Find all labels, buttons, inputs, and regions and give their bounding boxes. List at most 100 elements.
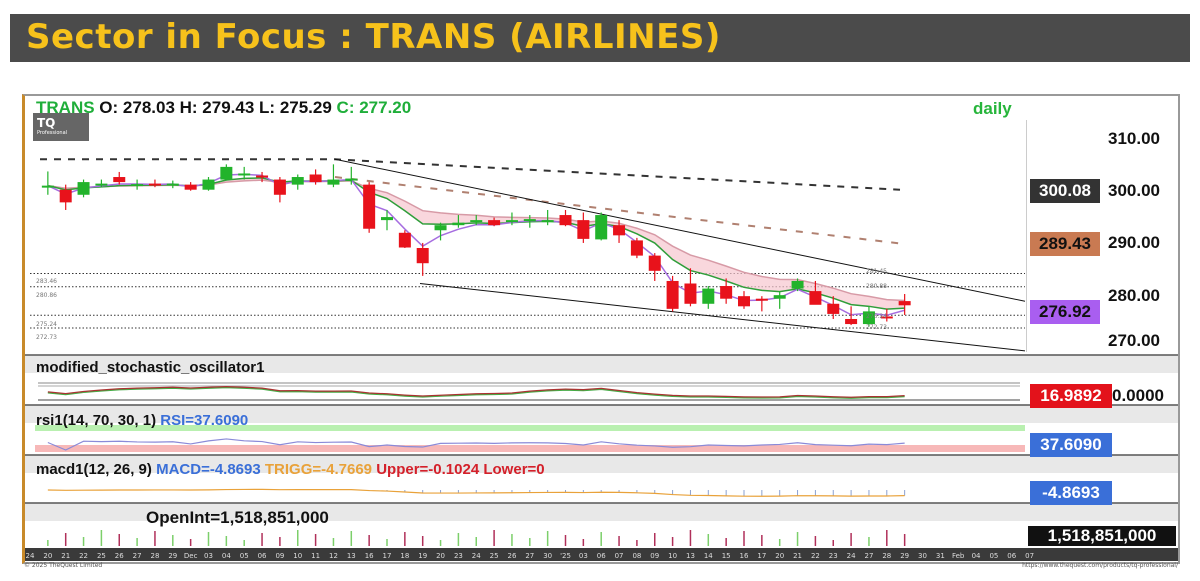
rsi-tag: 37.6090: [1030, 433, 1112, 457]
candle-body: [773, 295, 786, 299]
stoch-axis: 0.0000: [1112, 386, 1164, 405]
stoch-tag: 16.9892: [1030, 384, 1112, 408]
candle-body: [488, 220, 501, 226]
logo-text: TQ: [37, 116, 56, 130]
x-tick-label: 03: [579, 552, 588, 560]
x-tick-label: 24: [26, 552, 35, 560]
candle-body: [309, 174, 322, 183]
candle-body: [59, 189, 72, 203]
candle-body: [577, 220, 590, 239]
x-tick-label: 10: [668, 552, 677, 560]
y-tick: 280.00: [1108, 286, 1160, 305]
price-tag-dark: 300.08: [1030, 179, 1100, 203]
symbol: TRANS: [36, 98, 95, 117]
x-tick-label: 09: [275, 552, 284, 560]
footer-url[interactable]: https://www.thequest.com/products/tq-pro…: [1022, 562, 1178, 569]
candle-body: [113, 177, 126, 183]
x-tick-label: 07: [1025, 552, 1034, 560]
x-tick-label: 11: [311, 552, 320, 560]
x-tick-label: 18: [400, 552, 409, 560]
candle-body: [166, 183, 179, 186]
x-tick-label: 25: [490, 552, 499, 560]
candle-body: [470, 220, 483, 223]
x-tick-label: 20: [775, 552, 784, 560]
rsi-line: [47, 438, 905, 451]
y-tick: 310.00: [1108, 129, 1160, 148]
low-value: L: 275.29: [259, 98, 332, 117]
level-label: 272.73: [36, 334, 57, 341]
candle-body: [702, 288, 715, 304]
price-tag-brown: 289.43: [1030, 232, 1100, 256]
interval-label[interactable]: daily: [973, 99, 1012, 118]
level-label-right: 281.45: [866, 268, 887, 275]
x-tick-label: 17: [383, 552, 392, 560]
candle-body: [720, 286, 733, 299]
upper-trendline: [334, 158, 1026, 302]
x-tick-label: 26: [507, 552, 516, 560]
x-tick-label: 05: [240, 552, 249, 560]
x-tick-label: Dec: [184, 552, 198, 560]
candle-body: [291, 177, 304, 185]
level-label: 283.46: [36, 278, 57, 285]
macd-tag: -4.8693: [1030, 481, 1112, 505]
candle-body: [41, 185, 54, 188]
candle-body: [684, 283, 697, 304]
candle-body: [131, 184, 144, 187]
level-label-right: 272.73: [866, 324, 887, 331]
x-tick-label: 29: [168, 552, 177, 560]
x-tick-label: 25: [97, 552, 106, 560]
x-tick-label: 30: [543, 552, 552, 560]
rsi-params: rsi1(14, 70, 30, 1): [36, 412, 157, 429]
candle-body: [77, 182, 90, 195]
upper-value: Upper=-0.1024: [376, 461, 480, 478]
candle-body: [273, 179, 286, 195]
level-label: 275.24: [36, 321, 57, 328]
candle-body: [95, 183, 108, 186]
candle-body: [666, 280, 679, 309]
pane-header-bg: [25, 455, 1178, 473]
x-tick-label: 23: [454, 552, 463, 560]
pane-header-bg: [25, 405, 1178, 423]
candle-body: [416, 248, 429, 264]
trigg-value: TRIGG=-4.7669: [264, 461, 373, 478]
y-tick: 270.00: [1108, 331, 1160, 350]
x-tick-label: 13: [347, 552, 356, 560]
candle-body: [505, 220, 518, 223]
chart-frame: [22, 94, 1180, 564]
macd-title: macd1(12, 26, 9) MACD=-4.8693 TRIGG=-4.7…: [36, 461, 545, 478]
candle-body: [452, 222, 465, 226]
x-tick-label: 16: [365, 552, 374, 560]
x-tick-label: 26: [115, 552, 124, 560]
x-tick-label: 28: [882, 552, 891, 560]
price-axis-line: [1026, 120, 1027, 352]
x-tick-label: 06: [597, 552, 606, 560]
x-tick-label: 12: [329, 552, 338, 560]
candle-body: [827, 303, 840, 314]
copyright: © 2025 TheQuest Limited: [24, 562, 103, 569]
stoch-d-line: [47, 387, 905, 399]
candle-body: [381, 217, 393, 221]
candle-body: [809, 291, 822, 305]
candle-body: [845, 318, 858, 325]
x-tick-label: 15: [722, 552, 731, 560]
candle-body: [345, 178, 358, 181]
x-tick-label: 29: [900, 552, 909, 560]
x-tick-label: 24: [472, 552, 481, 560]
x-tick-label: 09: [650, 552, 659, 560]
x-tick-label: 05: [989, 552, 998, 560]
openint-title: OpenInt=1,518,851,000: [146, 508, 329, 527]
x-tick-label: 14: [704, 552, 713, 560]
x-tick-label: 28: [150, 552, 159, 560]
banner-title: Sector in Focus : TRANS (AIRLINES): [26, 17, 721, 57]
x-tick-label: 17: [757, 552, 766, 560]
x-tick-label: 31: [936, 552, 945, 560]
x-tick-label: 19: [418, 552, 427, 560]
x-tick-label: 04: [972, 552, 981, 560]
candle-body: [862, 311, 875, 325]
x-tick-label: 08: [632, 552, 641, 560]
x-tick-label: 20: [43, 552, 52, 560]
x-tick-label: 22: [811, 552, 820, 560]
openint-tag: 1,518,851,000: [1028, 526, 1176, 546]
rsi-title: rsi1(14, 70, 30, 1) RSI=37.6090: [36, 412, 248, 429]
